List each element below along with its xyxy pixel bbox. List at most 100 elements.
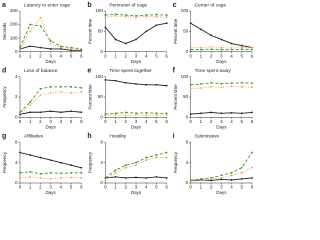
data-point	[124, 164, 127, 167]
data-point	[220, 174, 223, 177]
page: a Latency to enter cage 0 100 200 300 0 1 2 3 4 5 6 D…	[2, 1, 254, 196]
data-point	[59, 48, 62, 50]
data-point	[70, 176, 73, 179]
data-point	[220, 177, 223, 179]
y-tick-label: 0	[186, 49, 189, 54]
data-point	[230, 42, 233, 45]
data-point	[49, 92, 52, 94]
data-point	[114, 171, 117, 174]
panel: e Time spent together 0 50 100 0 1 2 3 4 5 6 Days Per…	[87, 68, 168, 130]
x-axis-label: Days	[46, 59, 57, 64]
data-point	[199, 28, 202, 31]
data-point	[49, 171, 52, 174]
panel-title: Time spent away	[195, 68, 232, 74]
x-tick-label: 2	[125, 119, 128, 124]
data-point	[59, 91, 62, 93]
data-point	[155, 83, 158, 86]
data-point	[19, 171, 21, 174]
data-point	[49, 42, 52, 45]
data-point	[70, 49, 73, 52]
data-point	[240, 171, 243, 174]
data-point	[80, 48, 83, 50]
data-point	[155, 114, 158, 117]
data-point	[230, 179, 233, 181]
y-tick-label: 0	[15, 49, 18, 54]
data-point	[220, 82, 223, 85]
data-point	[39, 111, 42, 114]
x-tick-label: 3	[49, 53, 52, 58]
data-point	[240, 48, 243, 51]
x-tick-label: 2	[39, 119, 42, 124]
x-tick-label: 0	[19, 119, 22, 124]
data-point	[251, 151, 253, 154]
data-point	[80, 49, 83, 52]
x-tick-label: 5	[70, 185, 73, 190]
panel-title: Center of cage	[195, 2, 227, 8]
data-point	[70, 110, 73, 113]
data-point	[114, 79, 117, 82]
axes	[19, 11, 82, 52]
data-point	[145, 114, 148, 117]
data-point	[29, 176, 32, 178]
data-point	[199, 179, 202, 182]
data-point	[165, 177, 168, 179]
data-point	[135, 176, 137, 179]
data-point	[29, 30, 32, 33]
data-point	[210, 34, 213, 37]
x-tick-label: 4	[230, 185, 233, 190]
data-point	[220, 46, 223, 49]
panel: b Perimeter of cage 0 50 100 0 1 2 3 4 5 6 Days Perce…	[87, 2, 168, 64]
data-point	[39, 177, 42, 179]
data-point	[70, 48, 73, 50]
data-line	[104, 22, 167, 45]
data-point	[124, 177, 127, 179]
y-tick-label: 2	[15, 94, 18, 99]
data-point	[49, 178, 52, 180]
data-point	[29, 23, 32, 26]
data-point	[240, 81, 243, 84]
panel-title: Latency to enter cage	[24, 2, 70, 8]
data-point	[29, 154, 32, 156]
y-axis-label: Frequency	[173, 151, 178, 173]
panel-letter: g	[2, 133, 6, 140]
data-point	[114, 13, 117, 16]
data-point	[104, 26, 107, 29]
data-point	[220, 48, 223, 51]
data-point	[199, 83, 202, 85]
data-point	[59, 172, 62, 175]
data-point	[210, 48, 213, 51]
x-tick-label: 3	[220, 53, 223, 58]
panel: h Hostility 0 4 8 0 1 2 3 4 5 6 Days Frequency	[87, 133, 168, 195]
y-tick-label: 200	[10, 22, 18, 27]
panel: d Loss of balance 0 2 4 0 1 2 3 4 5 6 Days Frequency	[2, 68, 83, 130]
data-point	[59, 46, 62, 49]
panel: a Latency to enter cage 0 100 200 300 0 1 2 3 4 5 6 D…	[2, 2, 83, 64]
data-point	[80, 91, 83, 93]
data-point	[189, 113, 192, 115]
data-point	[199, 87, 202, 89]
data-point	[114, 113, 117, 116]
y-axis-label: Frequency	[88, 151, 93, 173]
y-axis-label: Percent time	[173, 84, 178, 110]
data-point	[80, 86, 83, 89]
x-tick-label: 3	[135, 185, 138, 190]
data-point	[135, 161, 137, 164]
data-point	[104, 177, 107, 179]
x-tick-label: 1	[114, 53, 117, 58]
data-point	[124, 114, 127, 117]
y-tick-label: 0	[100, 49, 103, 54]
x-axis-label: Days	[46, 190, 57, 195]
data-point	[155, 13, 158, 16]
data-point	[145, 159, 148, 162]
x-tick-label: 1	[114, 119, 117, 124]
data-point	[251, 177, 253, 179]
data-point	[39, 87, 42, 90]
data-point	[70, 85, 73, 88]
data-point	[189, 22, 192, 25]
data-point	[251, 46, 253, 49]
x-tick-label: 3	[220, 185, 223, 190]
data-line	[19, 91, 82, 114]
data-point	[165, 156, 168, 159]
x-tick-label: 6	[80, 185, 83, 190]
data-point	[114, 14, 117, 17]
